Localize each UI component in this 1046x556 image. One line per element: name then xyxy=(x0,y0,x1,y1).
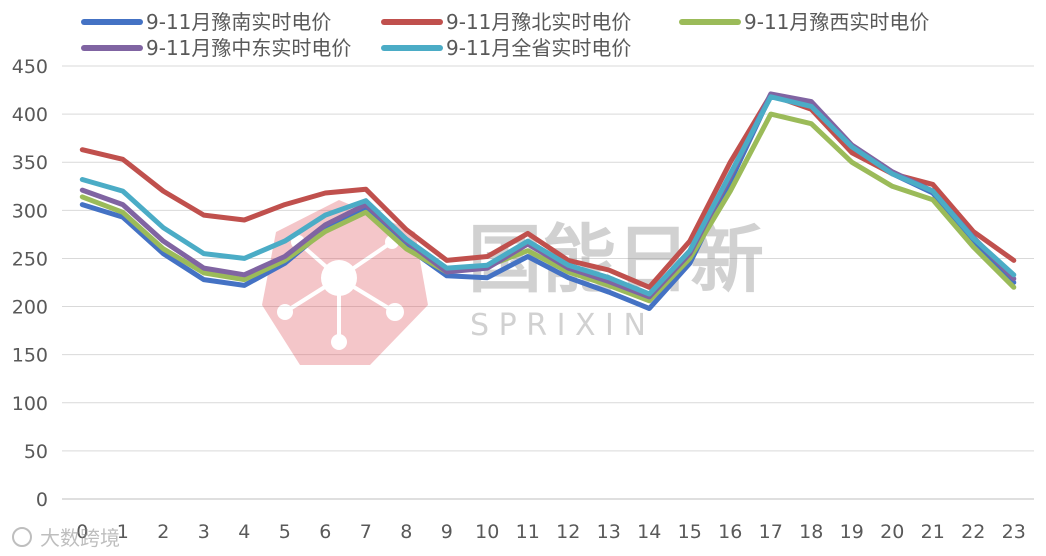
x-tick-label: 11 xyxy=(516,521,540,543)
legend-label: 9-11月豫北实时电价 xyxy=(446,10,631,34)
x-tick-label: 17 xyxy=(759,521,783,543)
x-axis: 0 1 2 3 4 5 6 7 8 9 10 11 12 13 14 15 16 17 18 19 20 21 22 23 xyxy=(76,521,1026,543)
watermark-node-icon xyxy=(277,304,293,320)
x-tick-label: 3 xyxy=(198,521,210,543)
legend-label: 9-11月豫西实时电价 xyxy=(744,10,929,34)
series-line-2 xyxy=(79,111,1017,304)
x-tick-label: 5 xyxy=(279,521,291,543)
x-tick-label: 16 xyxy=(718,521,742,543)
y-tick-label: 200 xyxy=(12,297,48,319)
legend-label: 9-11月全省实时电价 xyxy=(446,36,631,60)
x-tick-label: 12 xyxy=(556,521,580,543)
x-tick-label: 20 xyxy=(880,521,904,543)
series-lines xyxy=(79,91,1017,311)
x-tick-label: 14 xyxy=(637,521,661,543)
y-tick-label: 50 xyxy=(24,441,48,463)
watermark-node-icon xyxy=(386,303,404,321)
legend-label: 9-11月豫南实时电价 xyxy=(146,10,331,34)
y-tick-label: 400 xyxy=(12,104,48,126)
x-tick-label: 15 xyxy=(678,521,702,543)
x-tick-label: 19 xyxy=(840,521,864,543)
series-line-1 xyxy=(79,92,1017,290)
x-tick-label: 1 xyxy=(117,521,129,543)
y-tick-label: 0 xyxy=(36,489,48,511)
y-tick-label: 150 xyxy=(12,345,48,367)
y-tick-label: 100 xyxy=(12,393,48,415)
y-tick-label: 450 xyxy=(12,56,48,78)
x-tick-label: 21 xyxy=(921,521,945,543)
x-tick-label: 9 xyxy=(441,521,453,543)
x-tick-label: 7 xyxy=(360,521,372,543)
brand-logo-icon xyxy=(12,527,32,547)
x-tick-label: 2 xyxy=(157,521,169,543)
legend: 9-11月豫南实时电价 9-11月豫北实时电价 9-11月豫西实时电价 9-11月豫中… xyxy=(81,10,929,60)
x-tick-label: 22 xyxy=(961,521,985,543)
y-tick-label: 250 xyxy=(12,248,48,270)
x-tick-label: 6 xyxy=(319,521,331,543)
x-tick-label: 23 xyxy=(1002,521,1026,543)
y-axis: 0 50 100 150 200 250 300 350 400 450 xyxy=(12,56,48,511)
watermark-node-icon xyxy=(321,260,357,296)
x-tick-label: 13 xyxy=(597,521,621,543)
y-tick-label: 300 xyxy=(12,200,48,222)
x-tick-label: 10 xyxy=(475,521,499,543)
x-tick-label: 4 xyxy=(238,521,250,543)
x-tick-label: 0 xyxy=(76,521,88,543)
watermark-subtitle: S P R I X I N xyxy=(470,308,646,343)
watermark-node-icon xyxy=(331,334,347,350)
legend-label: 9-11月豫中东实时电价 xyxy=(146,36,351,60)
corner-brand: 大数跨境 xyxy=(12,526,120,550)
x-tick-label: 8 xyxy=(400,521,412,543)
corner-brand-text: 大数跨境 xyxy=(40,526,120,550)
series-line-4 xyxy=(79,94,1017,297)
y-tick-label: 350 xyxy=(12,152,48,174)
x-tick-label: 18 xyxy=(799,521,823,543)
